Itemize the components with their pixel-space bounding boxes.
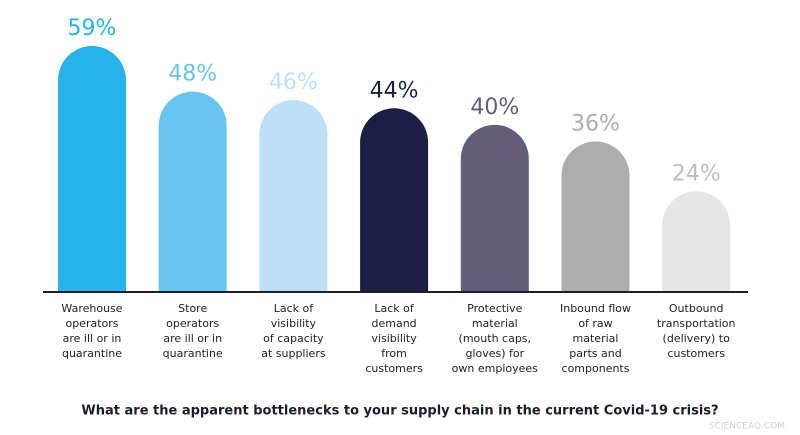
value-label: 44% (370, 78, 419, 103)
bar (460, 124, 529, 291)
category-label: are ill or in (163, 332, 222, 345)
chart-title: What are the apparent bottlenecks to you… (81, 404, 718, 419)
category-label: customers (667, 347, 725, 360)
category-label: Outbound (669, 302, 724, 315)
category-label: Lack of (274, 302, 315, 315)
watermark: SCIENCEAQ.COM (709, 422, 785, 432)
category-label: components (562, 362, 630, 375)
category-label: material (472, 317, 518, 330)
category-label: of capacity (263, 332, 324, 345)
category-label: are ill or in (63, 332, 122, 345)
category-label: at suppliers (261, 347, 326, 360)
bar (158, 91, 227, 291)
bar (360, 108, 429, 291)
category-label: (delivery) to (663, 332, 731, 345)
category-label: operators (65, 317, 118, 330)
category-label: own employees (452, 362, 538, 375)
category-label: visibility (271, 317, 317, 330)
value-label: 59% (68, 16, 117, 41)
value-label: 48% (168, 62, 217, 87)
category-label: parts and (569, 347, 621, 360)
category-label: material (573, 332, 619, 345)
category-label: quarantine (62, 347, 122, 360)
category-label: gloves) for (465, 347, 524, 360)
category-label: of raw (578, 317, 612, 330)
category-label: Warehouse (61, 302, 122, 315)
value-label: 24% (672, 161, 721, 186)
category-label: Protective (467, 302, 522, 315)
value-label: 40% (470, 95, 519, 120)
category-label: Store (178, 302, 207, 315)
category-label: customers (365, 362, 423, 375)
category-label: from (381, 347, 407, 360)
category-label: Inbound flow (560, 302, 631, 315)
value-label: 46% (269, 70, 318, 95)
bar (259, 99, 328, 291)
category-label: operators (166, 317, 219, 330)
category-label: (mouth caps, (459, 332, 532, 345)
bar (561, 141, 630, 291)
category-label: visibility (371, 332, 417, 345)
bar (58, 46, 126, 291)
value-label: 36% (571, 112, 620, 137)
bar (662, 191, 731, 291)
category-label: transportation (657, 317, 736, 330)
category-label: demand (372, 317, 417, 330)
category-label: quarantine (163, 347, 223, 360)
category-label: Lack of (374, 302, 415, 315)
